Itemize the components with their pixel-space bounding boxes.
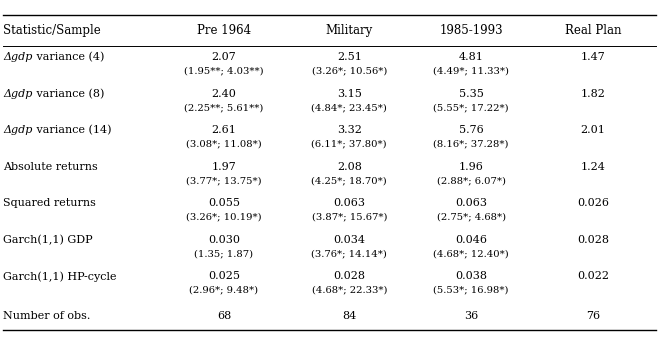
Text: variance (8): variance (8) [33, 89, 104, 99]
Text: 1985-1993: 1985-1993 [440, 24, 503, 37]
Text: 84: 84 [342, 311, 357, 321]
Text: (4.49*; 11.33*): (4.49*; 11.33*) [433, 67, 509, 76]
Text: (8.16*; 37.28*): (8.16*; 37.28*) [434, 140, 509, 149]
Text: variance (14): variance (14) [33, 125, 111, 136]
Text: Δgdp: Δgdp [3, 52, 33, 62]
Text: 3.32: 3.32 [337, 125, 362, 135]
Text: 1.96: 1.96 [459, 162, 484, 172]
Text: 0.055: 0.055 [208, 198, 240, 208]
Text: 2.40: 2.40 [212, 89, 237, 99]
Text: 4.81: 4.81 [459, 52, 484, 62]
Text: (3.76*; 14.14*): (3.76*; 14.14*) [311, 249, 387, 258]
Text: (6.11*; 37.80*): (6.11*; 37.80*) [312, 140, 387, 149]
Text: (5.55*; 17.22*): (5.55*; 17.22*) [434, 103, 509, 112]
Text: (3.87*; 15.67*): (3.87*; 15.67*) [312, 213, 387, 222]
Text: 1.97: 1.97 [212, 162, 237, 172]
Text: Garch(1,1) GDP: Garch(1,1) GDP [3, 235, 93, 245]
Text: 1.47: 1.47 [581, 52, 606, 62]
Text: 2.61: 2.61 [212, 125, 237, 135]
Text: (4.68*; 22.33*): (4.68*; 22.33*) [312, 286, 387, 295]
Text: 0.063: 0.063 [333, 198, 365, 208]
Text: 1.82: 1.82 [581, 89, 606, 99]
Text: 0.030: 0.030 [208, 235, 240, 245]
Text: 0.034: 0.034 [333, 235, 365, 245]
Text: Garch(1,1) HP-cycle: Garch(1,1) HP-cycle [3, 271, 117, 282]
Text: 0.022: 0.022 [577, 271, 609, 281]
Text: Absolute returns: Absolute returns [3, 162, 98, 172]
Text: (3.08*; 11.08*): (3.08*; 11.08*) [186, 140, 262, 149]
Text: 2.07: 2.07 [212, 52, 237, 62]
Text: variance (4): variance (4) [33, 52, 104, 63]
Text: 0.026: 0.026 [577, 198, 609, 208]
Text: 76: 76 [586, 311, 600, 321]
Text: Military: Military [326, 24, 373, 37]
Text: Δgdp: Δgdp [3, 125, 33, 135]
Text: Number of obs.: Number of obs. [3, 311, 91, 321]
Text: 0.025: 0.025 [208, 271, 240, 281]
Text: (1.35; 1.87): (1.35; 1.87) [194, 249, 254, 258]
Text: Δgdp: Δgdp [3, 89, 33, 99]
Text: 0.063: 0.063 [455, 198, 487, 208]
Text: (3.26*; 10.56*): (3.26*; 10.56*) [312, 67, 387, 76]
Text: 0.046: 0.046 [455, 235, 487, 245]
Text: 0.038: 0.038 [455, 271, 487, 281]
Text: (4.84*; 23.45*): (4.84*; 23.45*) [311, 103, 387, 112]
Text: 2.01: 2.01 [581, 125, 606, 135]
Text: 36: 36 [464, 311, 478, 321]
Text: (2.75*; 4.68*): (2.75*; 4.68*) [437, 213, 505, 222]
Text: 5.76: 5.76 [459, 125, 484, 135]
Text: 3.15: 3.15 [337, 89, 362, 99]
Text: (5.53*; 16.98*): (5.53*; 16.98*) [434, 286, 509, 295]
Text: Squared returns: Squared returns [3, 198, 96, 208]
Text: 2.51: 2.51 [337, 52, 362, 62]
Text: Statistic/Sample: Statistic/Sample [3, 24, 101, 37]
Text: (2.25**; 5.61**): (2.25**; 5.61**) [185, 103, 264, 112]
Text: 0.028: 0.028 [333, 271, 365, 281]
Text: 1.24: 1.24 [581, 162, 606, 172]
Text: 0.028: 0.028 [577, 235, 609, 245]
Text: 5.35: 5.35 [459, 89, 484, 99]
Text: (3.26*; 10.19*): (3.26*; 10.19*) [186, 213, 262, 222]
Text: (1.95**; 4.03**): (1.95**; 4.03**) [185, 67, 264, 76]
Text: Pre 1964: Pre 1964 [197, 24, 251, 37]
Text: 68: 68 [217, 311, 231, 321]
Text: (2.96*; 9.48*): (2.96*; 9.48*) [190, 286, 258, 295]
Text: Real Plan: Real Plan [565, 24, 621, 37]
Text: (3.77*; 13.75*): (3.77*; 13.75*) [186, 176, 262, 185]
Text: (4.25*; 18.70*): (4.25*; 18.70*) [312, 176, 387, 185]
Text: (4.68*; 12.40*): (4.68*; 12.40*) [434, 249, 509, 258]
Text: (2.88*; 6.07*): (2.88*; 6.07*) [437, 176, 505, 185]
Text: 2.08: 2.08 [337, 162, 362, 172]
